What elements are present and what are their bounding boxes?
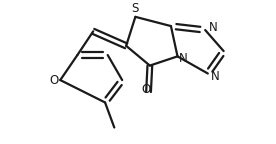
Text: N: N <box>211 70 220 83</box>
Text: O: O <box>141 83 150 96</box>
Text: S: S <box>132 2 139 15</box>
Text: N: N <box>209 21 217 34</box>
Text: N: N <box>178 53 187 66</box>
Text: O: O <box>49 74 58 87</box>
